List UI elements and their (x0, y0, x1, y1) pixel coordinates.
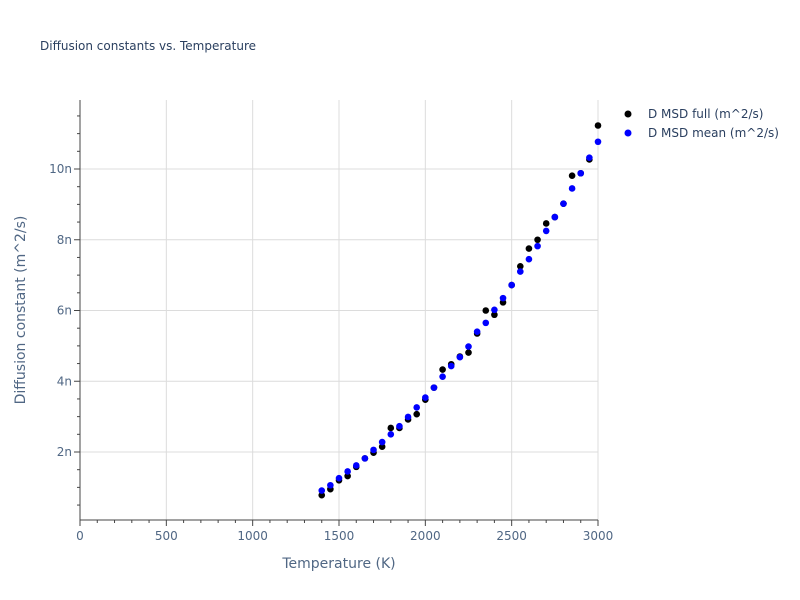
point-msd-mean (387, 431, 395, 438)
point-msd-full (465, 349, 472, 356)
point-msd-mean (456, 353, 464, 361)
point-msd-mean (335, 474, 343, 482)
point-msd-full (534, 236, 541, 244)
point-msd-mean (594, 138, 602, 146)
point-msd-mean (508, 281, 515, 289)
point-msd-mean (439, 373, 446, 380)
point-msd-full (413, 410, 421, 418)
point-msd-mean (422, 394, 429, 401)
y-tick-label: 10n (49, 162, 72, 176)
x-axis-title: Temperature (K) (281, 556, 395, 572)
legend-label-full[interactable]: D MSD full (m^2/s) (648, 107, 763, 121)
point-msd-mean (586, 154, 593, 161)
point-msd-mean (499, 294, 507, 302)
point-msd-mean (327, 481, 334, 489)
legend-marker-full (624, 110, 632, 118)
point-msd-full (594, 122, 602, 129)
point-msd-mean (318, 487, 326, 494)
point-msd-full (344, 472, 351, 480)
point-msd-mean (447, 362, 455, 370)
y-gridlines (80, 168, 598, 453)
y-tick-label: 6n (57, 304, 72, 318)
y-axis-minor-ticks (77, 115, 80, 506)
point-msd-full (387, 424, 395, 432)
point-msd-mean (542, 227, 550, 235)
point-msd-full (525, 245, 533, 252)
point-msd-mean (525, 255, 533, 263)
point-msd-mean (534, 242, 541, 250)
x-tick-label: 500 (155, 529, 178, 543)
point-msd-mean (491, 306, 498, 314)
y-axis-title: Diffusion constant (m^2/s) (13, 216, 29, 405)
legend[interactable]: D MSD full (m^2/s) D MSD mean (m^2/s) (624, 107, 779, 140)
point-msd-full (542, 220, 550, 227)
point-msd-mean (551, 213, 559, 221)
chart-title: Diffusion constants vs. Temperature (40, 39, 256, 53)
point-msd-mean (568, 185, 576, 192)
point-msd-mean (517, 268, 524, 275)
x-tick-label: 2000 (410, 529, 441, 543)
point-msd-mean (361, 455, 369, 462)
point-msd-full (439, 366, 446, 373)
point-msd-full (517, 262, 524, 270)
point-msd-mean (430, 384, 438, 391)
y-tick-label: 2n (57, 445, 72, 459)
point-msd-mean (396, 422, 403, 430)
point-msd-mean (352, 462, 360, 469)
point-msd-full (378, 443, 386, 450)
y-axis-ticks: 2n 4n 6n 8n 10n (49, 162, 80, 459)
x-tick-label: 3000 (583, 529, 614, 543)
point-msd-mean (370, 446, 377, 454)
point-msd-mean (465, 343, 472, 350)
x-axis-ticks: 0 500 1000 1500 2000 2500 3000 (76, 520, 613, 543)
x-axis-minor-ticks (96, 520, 582, 523)
point-msd-mean (378, 438, 386, 446)
legend-label-mean[interactable]: D MSD mean (m^2/s) (648, 126, 779, 140)
point-msd-mean (344, 468, 351, 475)
data-points (318, 122, 602, 499)
point-msd-mean (473, 328, 481, 336)
point-msd-full (318, 491, 326, 499)
point-msd-mean (482, 319, 490, 327)
point-msd-full (482, 307, 490, 314)
point-msd-mean (560, 200, 567, 207)
point-msd-mean (413, 404, 421, 411)
x-tick-label: 2500 (496, 529, 527, 543)
y-tick-label: 8n (57, 233, 72, 247)
point-msd-full (491, 311, 498, 319)
x-tick-label: 0 (76, 529, 84, 543)
x-tick-label: 1500 (324, 529, 355, 543)
point-msd-mean (577, 169, 585, 177)
legend-marker-mean (624, 129, 632, 137)
point-msd-full (568, 172, 576, 180)
x-tick-label: 1000 (237, 529, 268, 543)
y-tick-label: 4n (57, 374, 72, 388)
point-msd-mean (404, 413, 412, 421)
